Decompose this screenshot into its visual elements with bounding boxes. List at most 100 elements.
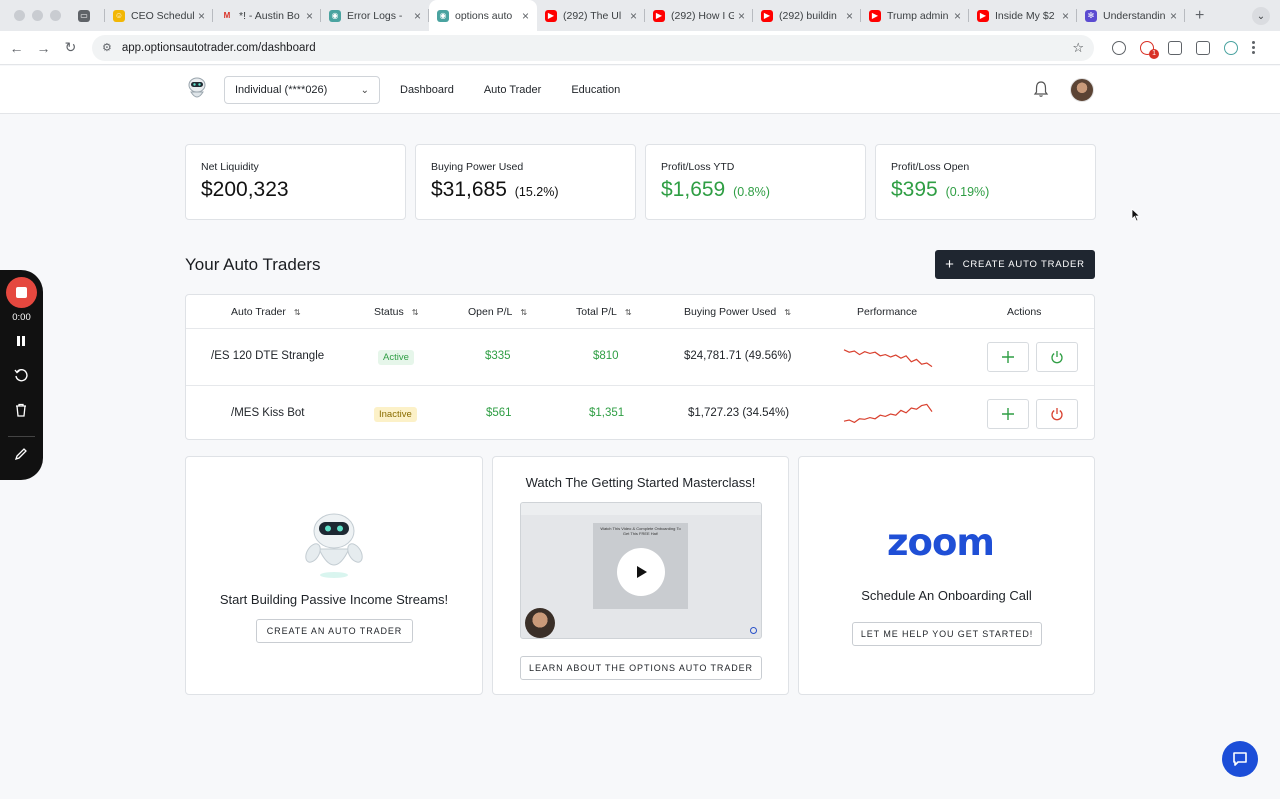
browser-tab[interactable]: ▶ Inside My $2 ×	[969, 0, 1077, 31]
pause-icon[interactable]	[13, 333, 29, 349]
robot-icon: ◉	[329, 9, 341, 22]
reload-icon[interactable]: ↻	[64, 39, 77, 55]
chat-support-button[interactable]	[1222, 741, 1258, 777]
buying-power-used: $24,781.71 (49.56%)	[684, 350, 792, 362]
bookmark-star-icon[interactable]: ☆	[1072, 39, 1084, 55]
tab-label: Inside My $2	[995, 9, 1055, 22]
table-row[interactable]: /ES 120 DTE Strangle Active $335 $810 $2…	[186, 329, 1094, 385]
status-badge: Active	[378, 350, 414, 365]
trader-name[interactable]: /MES Kiss Bot	[231, 407, 305, 419]
nav-auto-trader[interactable]: Auto Trader	[483, 84, 542, 96]
create-auto-trader-button[interactable]: + CREATE AUTO TRADER	[935, 250, 1095, 279]
extension-2-icon[interactable]: 1	[1140, 40, 1159, 59]
browser-tab[interactable]: ▭	[70, 0, 105, 31]
bell-icon[interactable]	[1033, 80, 1049, 98]
trader-name[interactable]: /ES 120 DTE Strangle	[211, 350, 325, 362]
status-badge: Inactive	[374, 407, 417, 422]
close-tab-icon[interactable]: ×	[1061, 8, 1069, 23]
tab-label: Understandin	[1103, 9, 1166, 22]
browser-tab[interactable]: ◉ Error Logs - ×	[321, 0, 429, 31]
emoji-icon: ☺	[113, 9, 125, 22]
back-icon[interactable]: ←	[9, 39, 24, 56]
close-tab-icon[interactable]: ×	[197, 8, 205, 23]
table-header: Auto Trader ⇅ Status ⇅ Open P/L ⇅ Total P/L…	[186, 295, 1094, 329]
new-tab-icon[interactable]: +	[1195, 6, 1205, 24]
browser-tab[interactable]: ▶ (292) buildin ×	[753, 0, 861, 31]
close-tab-icon[interactable]: ×	[521, 8, 529, 23]
browser-tab[interactable]: ▶ (292) The Ul ×	[537, 0, 645, 31]
col-open-pl[interactable]: Open P/L ⇅	[468, 306, 528, 318]
robot-icon: ◉	[437, 9, 449, 22]
sort-icon: ⇅	[784, 308, 791, 317]
address-bar[interactable]: ⚙ app.optionsautotrader.com/dashboard ☆	[92, 34, 1094, 61]
youtube-icon: ▶	[761, 9, 773, 22]
reading-list-icon[interactable]	[1196, 40, 1210, 55]
performance-sparkline	[843, 349, 933, 368]
learn-about-button[interactable]: LEARN ABOUT THE OPTIONS AUTO TRADER	[520, 656, 762, 680]
close-tab-icon[interactable]: ×	[953, 8, 961, 23]
plus-icon	[1002, 408, 1014, 420]
col-buying-power-used[interactable]: Buying Power Used ⇅	[684, 306, 791, 318]
extension-1-icon[interactable]	[1112, 40, 1126, 55]
account-select[interactable]: Individual (****026) ⌄	[224, 76, 380, 104]
gmail-icon: M	[223, 11, 231, 20]
gear-icon: ✻	[1085, 9, 1097, 22]
tab-search-icon[interactable]: ⌄	[1252, 7, 1270, 25]
browser-menu-icon[interactable]	[1252, 40, 1256, 55]
extension-robot-icon[interactable]	[1224, 40, 1238, 55]
onboarding-call-text: Schedule An Onboarding Call	[861, 588, 1032, 603]
stop-recording-button[interactable]	[6, 277, 37, 308]
passive-income-text: Start Building Passive Income Streams!	[219, 592, 449, 607]
stat-amount: $395	[891, 178, 938, 201]
nav-dashboard[interactable]: Dashboard	[400, 84, 454, 96]
browser-tab[interactable]: M *! - Austin Bo ×	[213, 0, 321, 31]
browser-tab[interactable]: ▶ (292) How I G ×	[645, 0, 753, 31]
add-button[interactable]	[987, 342, 1029, 372]
col-auto-trader[interactable]: Auto Trader ⇅	[231, 306, 301, 318]
power-button[interactable]	[1036, 342, 1078, 372]
pencil-icon[interactable]	[13, 446, 29, 462]
stat-value: $1,659 (0.8%)	[661, 178, 850, 202]
extensions-puzzle-icon[interactable]	[1168, 40, 1182, 55]
window-controls[interactable]	[0, 10, 70, 21]
close-tab-icon[interactable]: ×	[305, 8, 313, 23]
close-tab-icon[interactable]: ×	[413, 8, 421, 23]
get-started-button[interactable]: LET ME HELP YOU GET STARTED!	[852, 622, 1042, 646]
browser-tab[interactable]: ☺ CEO Schedule ×	[105, 0, 213, 31]
close-tab-icon[interactable]: ×	[737, 8, 745, 23]
forward-icon[interactable]: →	[36, 39, 51, 56]
thumbnail-text: Watch This Video & Complete Onboarding T…	[600, 526, 681, 536]
zoom-logo: zoom	[887, 521, 995, 564]
masterclass-video[interactable]: Watch This Video & Complete Onboarding T…	[520, 502, 762, 639]
create-an-auto-trader-button[interactable]: CREATE AN AUTO TRADER	[256, 619, 413, 643]
browser-tab[interactable]: ▶ Trump admin ×	[861, 0, 969, 31]
col-status[interactable]: Status ⇅	[374, 306, 419, 318]
youtube-icon: ▶	[653, 9, 665, 22]
browser-tab[interactable]: ✻ Understandin ×	[1077, 0, 1185, 31]
stat-percent: (0.19%)	[945, 185, 990, 199]
close-tab-icon[interactable]: ×	[1169, 8, 1177, 23]
tab-label: options auto	[455, 9, 513, 22]
open-pl: $561	[486, 407, 512, 419]
close-tab-icon[interactable]: ×	[629, 8, 637, 23]
site-info-icon[interactable]: ⚙	[102, 42, 112, 54]
robot-logo-icon[interactable]	[185, 76, 209, 102]
table-row[interactable]: /MES Kiss Bot Inactive $561 $1,351 $1,72…	[186, 385, 1094, 441]
trash-icon[interactable]	[13, 402, 29, 418]
user-avatar[interactable]	[1070, 78, 1094, 102]
total-pl: $810	[593, 350, 619, 362]
stat-card-net-liquidity: Net Liquidity $200,323	[185, 144, 406, 220]
youtube-icon: ▶	[545, 9, 557, 22]
power-button[interactable]	[1036, 399, 1078, 429]
close-tab-icon[interactable]: ×	[845, 8, 853, 23]
tab-label: CEO Schedule	[131, 9, 194, 22]
tab-label: (292) The Ul	[563, 9, 622, 22]
browser-tab[interactable]: ◉ options auto ×	[429, 0, 537, 31]
plus-icon	[1002, 351, 1014, 363]
add-button[interactable]	[987, 399, 1029, 429]
nav-education[interactable]: Education	[571, 84, 621, 96]
col-total-pl[interactable]: Total P/L ⇅	[576, 306, 632, 318]
tab-label: Trump admin	[887, 9, 949, 22]
play-icon[interactable]	[617, 548, 665, 596]
restart-icon[interactable]	[13, 367, 29, 383]
